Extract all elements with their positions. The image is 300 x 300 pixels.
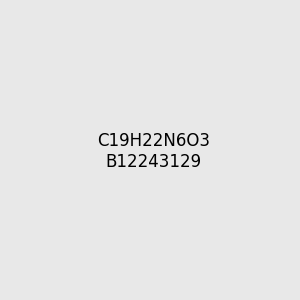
Text: C19H22N6O3
B12243129: C19H22N6O3 B12243129 [97,132,210,171]
